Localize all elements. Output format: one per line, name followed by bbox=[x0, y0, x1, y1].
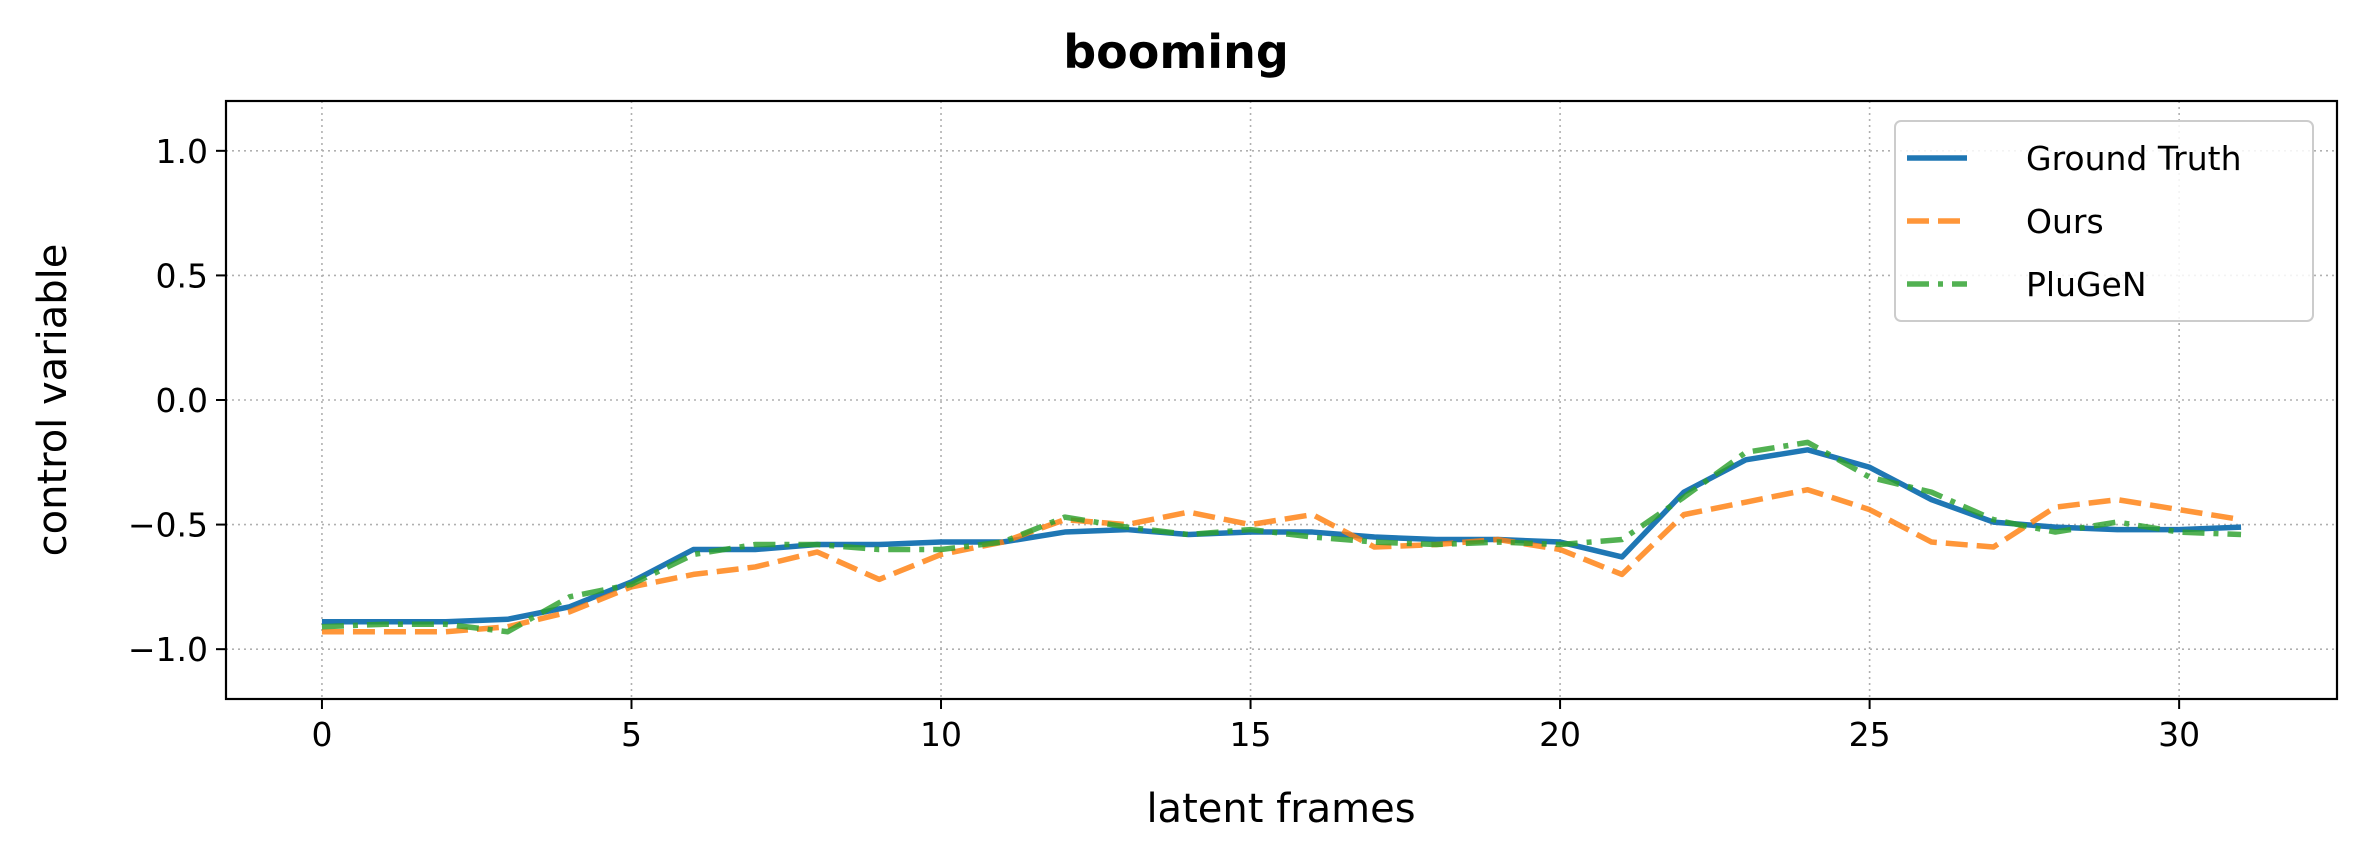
x-tick-label: 0 bbox=[311, 715, 332, 754]
x-tick-label: 25 bbox=[1849, 715, 1891, 754]
legend-box bbox=[1894, 120, 2314, 322]
legend-label: Ground Truth bbox=[2026, 139, 2242, 178]
series-line-ours bbox=[321, 486, 2242, 635]
legend: Ground Truth Ours PluGeN bbox=[1894, 120, 2314, 322]
x-tick-label: 20 bbox=[1539, 715, 1581, 754]
x-tick-label: 5 bbox=[621, 715, 642, 754]
axis-ticks: 0 5 10 15 20 25 30 1.0 0.5 0.0 −0.5 −1.0 bbox=[128, 132, 2200, 754]
legend-label: Ours bbox=[2026, 202, 2104, 241]
y-tick-label: 0.5 bbox=[156, 256, 208, 295]
y-tick-label: 0.0 bbox=[156, 381, 208, 420]
legend-label: PluGeN bbox=[2026, 265, 2147, 304]
chart-title: booming bbox=[1063, 25, 1289, 79]
series-line-plugen bbox=[321, 439, 2242, 635]
y-axis-label: control variable bbox=[30, 244, 76, 557]
y-tick-label: 1.0 bbox=[156, 132, 208, 171]
x-axis-label: latent frames bbox=[1146, 786, 1415, 832]
y-tick-label: −0.5 bbox=[128, 506, 208, 545]
x-tick-label: 10 bbox=[920, 715, 962, 754]
series-lines bbox=[321, 439, 2242, 635]
x-tick-label: 30 bbox=[2158, 715, 2200, 754]
y-tick-label: −1.0 bbox=[128, 630, 208, 669]
x-tick-label: 15 bbox=[1230, 715, 1272, 754]
